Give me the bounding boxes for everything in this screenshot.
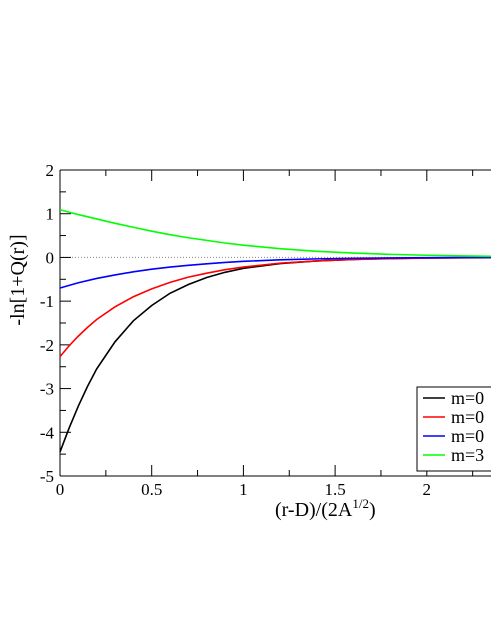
y-tick-label: 2 [46,161,55,180]
x-tick-label: 1 [239,480,248,499]
x-tick-label: 1.5 [324,480,345,499]
axis-ticks: 0 0.5 1 1.5 2 2 1 0 -1 -2 -3 -4 -5 [40,161,474,499]
x-tick-label: 0.5 [141,480,162,499]
y-tick-label: -5 [40,467,54,486]
y-tick-label: -2 [40,336,54,355]
legend-entry-label: m=0 [451,407,484,427]
legend-box [416,386,491,472]
legend: m=0m=0m=0m=3 [416,386,491,472]
x-tick-label: 0 [56,480,65,499]
x-tick-label: 2 [423,480,432,499]
y-axis-label: -ln[1+Q(r)] [7,234,29,325]
y-tick-label: -4 [40,423,55,442]
y-tick-label: 0 [46,248,55,267]
y-tick-label: -3 [40,380,54,399]
legend-entry-label: m=0 [451,388,484,408]
axis-labels: -ln[1+Q(r)] (r-D)/(2A1/2) [7,234,376,521]
y-tick-label: -1 [40,292,54,311]
legend-entry-label: m=3 [451,445,484,465]
series-line-3 [59,256,491,289]
legend-entry-label: m=0 [451,426,484,446]
x-axis-label: (r-D)/(2A1/2) [275,496,376,521]
y-tick-label: 1 [46,205,55,224]
series-lines [59,209,491,453]
series-line-4 [59,209,491,258]
